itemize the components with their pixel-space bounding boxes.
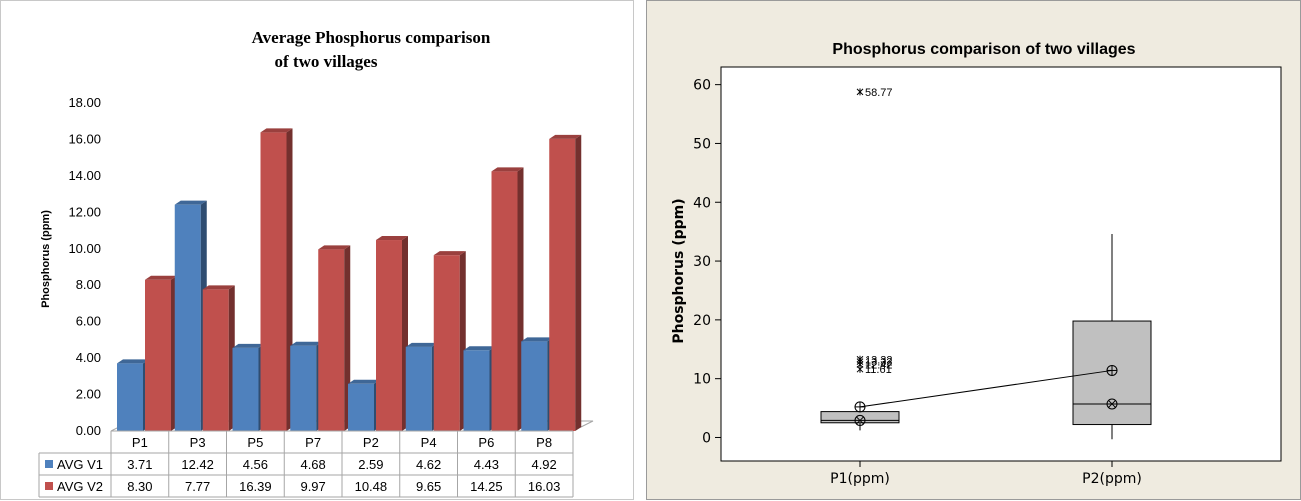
y-tick-label: 14.00 [68, 168, 101, 183]
box-plot-panel: Phosphorus comparison of two villages Ph… [646, 0, 1301, 500]
y-tick-label: 50 [693, 136, 711, 152]
bar-P4-AVG-V2 [433, 251, 466, 431]
data-table-value: 4.62 [416, 457, 441, 472]
outlier-label: 11.61 [865, 364, 892, 376]
bar-P8-AVG-V1 [521, 337, 554, 431]
box-plot: Phosphorus comparison of two villages Ph… [671, 41, 1282, 487]
bar-chart-title-line1: Average Phosphorus comparison [252, 28, 491, 47]
bar-P5-AVG-V2 [260, 128, 293, 432]
data-table-value: 7.77 [185, 479, 210, 494]
bar-P8-AVG-V2 [549, 134, 582, 432]
data-table-value: 8.30 [127, 479, 152, 494]
y-tick-label: 18.00 [68, 95, 101, 110]
bar-chart-title-line2: of two villages [275, 52, 378, 71]
outlier-label: 12.42 [865, 360, 893, 372]
x-tick-label: P2(ppm) [1082, 471, 1142, 487]
data-table-value: 4.68 [300, 457, 325, 472]
outlier-point [856, 88, 864, 96]
plot-area [720, 66, 1282, 462]
data-table-value: 16.03 [528, 479, 561, 494]
median-marker [1106, 398, 1118, 410]
data-table-value: 2.59 [358, 457, 383, 472]
y-tick-label: 0.00 [76, 423, 101, 438]
category-label: P3 [190, 435, 206, 450]
category-label: P8 [536, 435, 552, 450]
category-label: P7 [305, 435, 321, 450]
mean-marker [854, 401, 866, 413]
data-table-value: 4.43 [474, 457, 499, 472]
bar-chart-y-axis-label: Phosphorus (ppm) [40, 210, 52, 308]
bar-P6-AVG-V1 [463, 346, 496, 431]
median-marker [854, 414, 866, 426]
y-tick-label: 10.00 [68, 241, 101, 256]
data-table-value: 16.39 [239, 479, 272, 494]
data-table-value: 14.25 [470, 479, 503, 494]
category-label: P5 [247, 435, 263, 450]
y-tick-label: 8.00 [76, 277, 101, 292]
mean-marker [1106, 364, 1118, 376]
bar-P2-AVG-V2 [376, 236, 408, 431]
bar-chart-panel: Average Phosphorus comparison of two vil… [0, 0, 634, 500]
bar-P2-AVG-V1 [348, 379, 380, 431]
bar-P6-AVG-V2 [491, 167, 524, 432]
data-table-value: 9.97 [300, 479, 325, 494]
box-plot-title: Phosphorus comparison of two villages [832, 41, 1135, 58]
bar-P1-AVG-V2 [145, 275, 177, 431]
y-tick-label: 16.00 [68, 131, 101, 146]
bar-chart: Average Phosphorus comparison of two vil… [38, 28, 594, 498]
outlier-label: 13.32 [865, 357, 893, 369]
outlier-label: 58.77 [865, 87, 893, 99]
y-tick-label: 0 [702, 430, 711, 446]
bar-P5-AVG-V1 [232, 343, 265, 431]
y-tick-label: 60 [693, 78, 711, 94]
mean-connect-line [859, 369, 1113, 408]
y-tick-label: 2.00 [76, 387, 101, 402]
bar-P7-AVG-V1 [290, 341, 323, 431]
outlier-label: 13.32 [865, 354, 893, 366]
x-tick-label: P1(ppm) [830, 471, 890, 487]
category-label: P2 [363, 435, 379, 450]
y-tick-label: 12.00 [68, 204, 101, 219]
legend-key-AVG-V2 [45, 482, 53, 490]
data-table-value: 9.65 [416, 479, 441, 494]
bar-P1-AVG-V1 [117, 359, 149, 431]
legend-key-AVG-V1 [45, 460, 53, 468]
category-label: P1 [132, 435, 148, 450]
y-tick-label: 6.00 [76, 314, 101, 329]
data-table-value: 3.71 [127, 457, 152, 472]
y-tick-label: 4.00 [76, 350, 101, 365]
category-label: P6 [478, 435, 494, 450]
bar-P3-AVG-V1 [174, 200, 207, 431]
bar-P7-AVG-V2 [318, 245, 351, 431]
category-label: P4 [421, 435, 437, 450]
legend-entry: AVG V1 [57, 457, 103, 472]
data-table-value: 4.56 [243, 457, 268, 472]
y-tick-label: 10 [693, 372, 711, 388]
y-tick-label: 40 [693, 195, 711, 211]
bar-P4-AVG-V1 [405, 342, 438, 431]
data-table-value: 10.48 [355, 479, 388, 494]
data-table-value: 12.42 [181, 457, 214, 472]
box-plot-y-axis-label: Phosphorus (ppm) [671, 198, 687, 343]
y-tick-label: 20 [693, 313, 711, 329]
legend-entry: AVG V2 [57, 479, 103, 494]
outlier-point [856, 365, 864, 373]
y-tick-label: 30 [693, 254, 711, 270]
data-table-value: 4.92 [531, 457, 556, 472]
bar-P3-AVG-V2 [202, 285, 235, 431]
